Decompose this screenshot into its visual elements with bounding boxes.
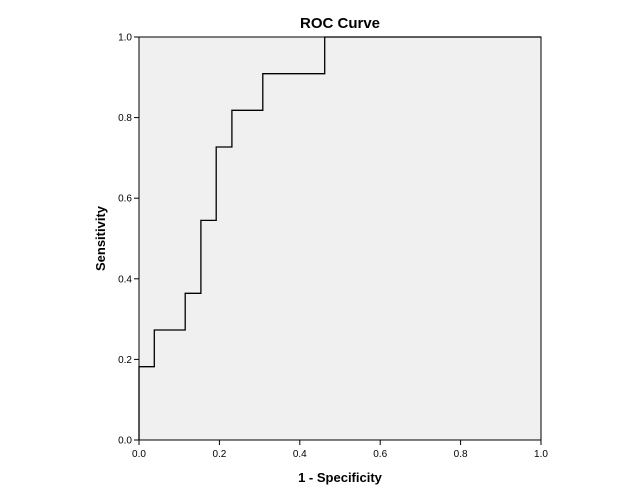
- x-tick-label: 0.6: [373, 449, 387, 460]
- x-tick-label: 0.0: [132, 449, 146, 460]
- y-tick-label: 0.6: [118, 194, 132, 205]
- tick-marks: [134, 36, 542, 445]
- y-tick-label: 1.0: [118, 33, 132, 44]
- y-tick-label: 0.0: [118, 436, 132, 447]
- y-tick-label: 0.8: [118, 113, 132, 124]
- y-axis-label: Sensitivity: [93, 205, 108, 271]
- x-tick-label: 0.8: [454, 449, 468, 460]
- plot-area: [139, 37, 541, 440]
- tick-labels: 0.0 0.2 0.4 0.6 0.8 1.0 0.0 0.2 0.4 0.6 0.8 1.0: [118, 33, 548, 461]
- y-tick-label: 0.4: [118, 274, 132, 285]
- plot-frame: [138, 36, 542, 441]
- x-tick-label: 0.2: [212, 449, 226, 460]
- x-axis-label: 1 - Specificity: [298, 470, 383, 485]
- x-tick-label: 0.4: [293, 449, 307, 460]
- y-tick-label: 0.2: [118, 355, 132, 366]
- roc-curve-line: [138, 36, 541, 440]
- x-tick-label: 1.0: [534, 449, 548, 460]
- chart-title: ROC Curve: [300, 15, 380, 32]
